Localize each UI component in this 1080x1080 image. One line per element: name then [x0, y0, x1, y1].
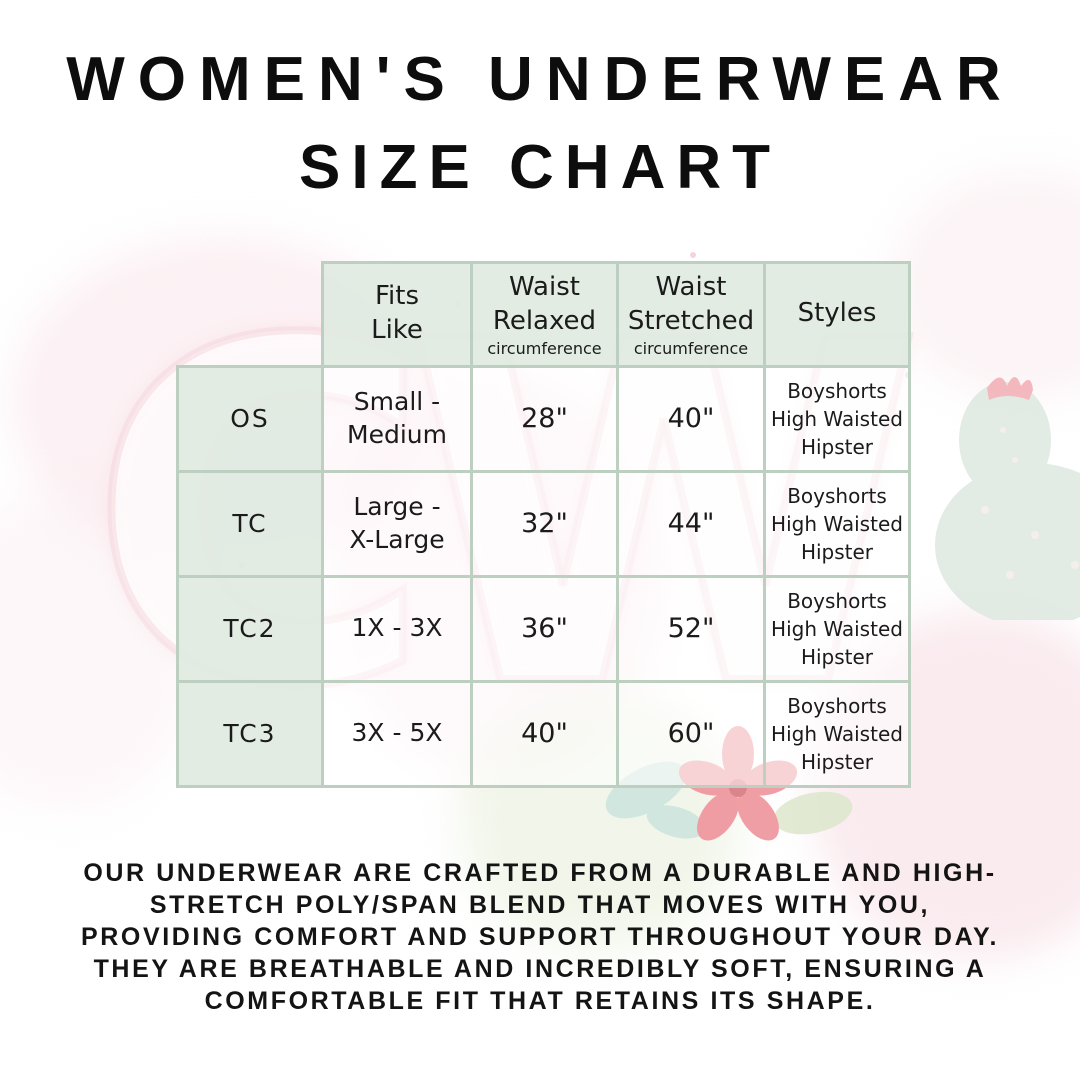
waist-stretched-cell: 40" — [616, 364, 766, 473]
fits-like-cell: Large - X-Large — [321, 469, 473, 578]
column-header-label: Styles — [797, 298, 877, 329]
waist-relaxed-cell: 28" — [470, 364, 619, 473]
waist-relaxed-cell: 40" — [470, 679, 619, 788]
title-line-2: SIZE CHART — [299, 133, 781, 203]
waist-stretched-cell: 44" — [616, 469, 766, 578]
column-header-subscript: circumference — [487, 338, 602, 358]
table-row: TC Large - X-Large 32" 44" Boyshorts Hig… — [176, 469, 911, 578]
row-label-tc2: TC2 — [176, 574, 324, 683]
row-label-tc3: TC3 — [176, 679, 324, 788]
blank-corner-cell — [178, 263, 323, 367]
table-row: TC2 1X - 3X 36" 52" Boyshorts High Waist… — [176, 574, 911, 683]
size-chart-table: Fits Like Waist Relaxed circumference Wa… — [176, 261, 911, 788]
product-description: OUR UNDERWEAR ARE CRAFTED FROM A DURABLE… — [80, 859, 999, 1015]
title-line-1: WOMEN'S UNDERWEAR — [66, 45, 1014, 114]
column-header-label: Waist Relaxed — [492, 272, 597, 336]
fits-like-cell: 3X - 5X — [321, 679, 473, 788]
column-header-waist-relaxed: Waist Relaxed circumference — [470, 261, 619, 368]
column-header-subscript: circumference — [633, 338, 749, 358]
waist-relaxed-cell: 32" — [470, 469, 619, 578]
waist-stretched-cell: 52" — [616, 574, 766, 683]
table-row: TC3 3X - 5X 40" 60" Boyshorts High Waist… — [176, 679, 911, 788]
cactus-watermark-icon — [935, 377, 1080, 620]
fits-like-cell: Small - Medium — [321, 364, 473, 473]
row-label-tc: TC — [176, 469, 324, 578]
styles-cell: Boyshorts High Waisted Hipster — [763, 364, 911, 473]
page-title: WOMEN'S UNDERWEAR SIZE CHART — [0, 36, 1080, 212]
column-header-label: Waist Stretched — [627, 272, 755, 336]
paint-speck — [690, 252, 696, 258]
waist-stretched-cell: 60" — [616, 679, 766, 788]
column-header-waist-stretched: Waist Stretched circumference — [616, 261, 766, 368]
waist-relaxed-cell: 36" — [470, 574, 619, 683]
column-header-fits-like: Fits Like — [321, 261, 473, 368]
styles-cell: Boyshorts High Waisted Hipster — [763, 469, 911, 578]
styles-cell: Boyshorts High Waisted Hipster — [763, 574, 911, 683]
column-header-styles: Styles — [763, 261, 911, 368]
column-header-label: Fits Like — [371, 281, 423, 346]
fits-like-cell: 1X - 3X — [321, 574, 473, 683]
header-row: Fits Like Waist Relaxed circumference Wa… — [178, 261, 911, 368]
row-label-os: OS — [176, 364, 324, 473]
styles-cell: Boyshorts High Waisted Hipster — [763, 679, 911, 788]
table-row: OS Small - Medium 28" 40" Boyshorts High… — [176, 364, 911, 473]
